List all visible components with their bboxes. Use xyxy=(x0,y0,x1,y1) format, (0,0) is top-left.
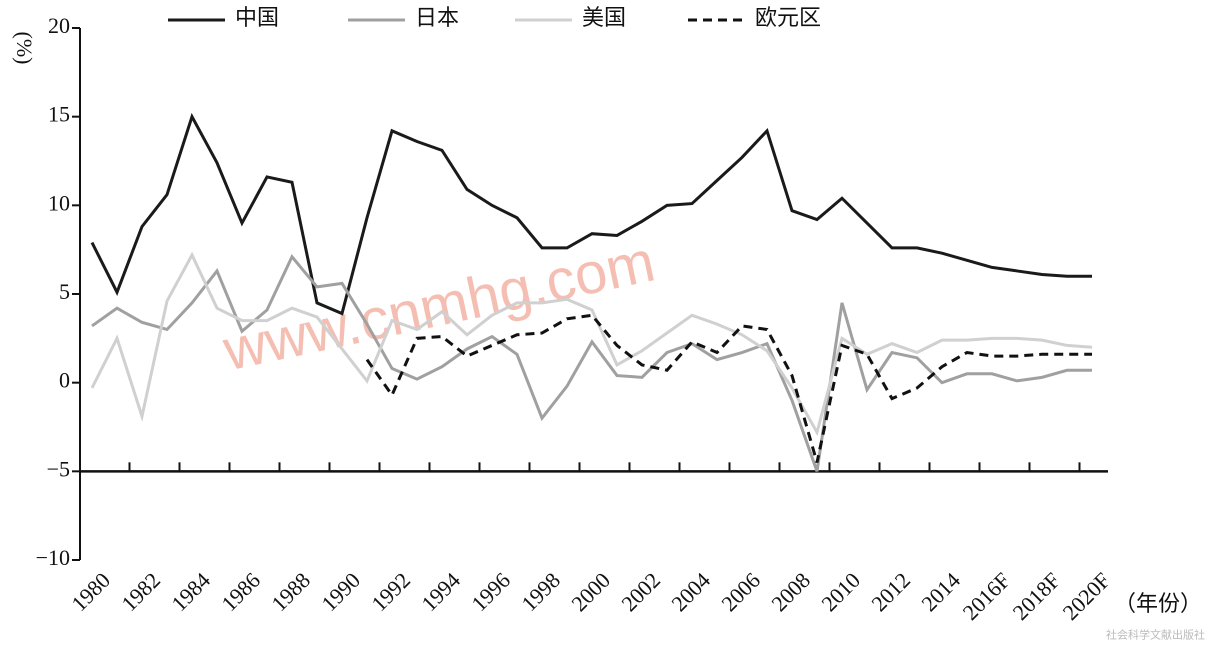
x-tick-label: 2000 xyxy=(566,567,615,616)
source: 社会科学文献出版社 xyxy=(1106,628,1205,642)
series-line xyxy=(91,253,1092,472)
x-tick-label: 1994 xyxy=(416,567,465,616)
x-tick-label: 1988 xyxy=(266,567,315,616)
y-tick-label: 0 xyxy=(59,368,70,393)
y-tick-label: −10 xyxy=(36,545,70,570)
legend-label: 美国 xyxy=(582,5,626,30)
y-tick-label: 15 xyxy=(48,102,70,127)
x-tick-label: 1996 xyxy=(466,567,515,616)
y-tick-label: −5 xyxy=(47,456,70,481)
x-tick-label: 2010 xyxy=(816,567,865,616)
x-tick-label: 2016F xyxy=(958,567,1015,624)
y-tick-label: 5 xyxy=(59,279,70,304)
series-line xyxy=(90,112,1092,316)
watermark: www.cnmhg.com xyxy=(217,229,660,384)
x-axis-label: （年份） xyxy=(1114,591,1202,616)
x-tick-label: 1984 xyxy=(166,567,215,616)
legend-label: 日本 xyxy=(415,5,459,30)
x-tick-label: 2004 xyxy=(666,567,715,616)
x-tick-label: 2014 xyxy=(916,567,965,616)
series-line xyxy=(365,313,1092,463)
x-tick-label: 1992 xyxy=(366,567,415,616)
x-tick-label: 1980 xyxy=(66,567,115,616)
x-tick-label: 2006 xyxy=(716,567,765,616)
series-line xyxy=(90,251,1093,437)
x-tick-label: 1990 xyxy=(316,567,365,616)
legend-label: 欧元区 xyxy=(755,5,821,30)
x-tick-label: 1986 xyxy=(216,567,265,616)
x-tick-label: 2020F xyxy=(1058,567,1115,624)
y-axis-label: (%) xyxy=(12,32,37,65)
x-tick-label: 2018F xyxy=(1008,567,1065,624)
x-tick-label: 2002 xyxy=(616,567,665,616)
legend-label: 中国 xyxy=(235,5,279,30)
x-tick-label: 2012 xyxy=(866,567,915,616)
y-tick-label: 10 xyxy=(48,190,70,215)
x-tick-label: 2008 xyxy=(766,567,815,616)
x-tick-label: 1982 xyxy=(116,567,165,616)
x-tick-label: 1998 xyxy=(516,567,565,616)
y-tick-label: 20 xyxy=(48,13,70,38)
